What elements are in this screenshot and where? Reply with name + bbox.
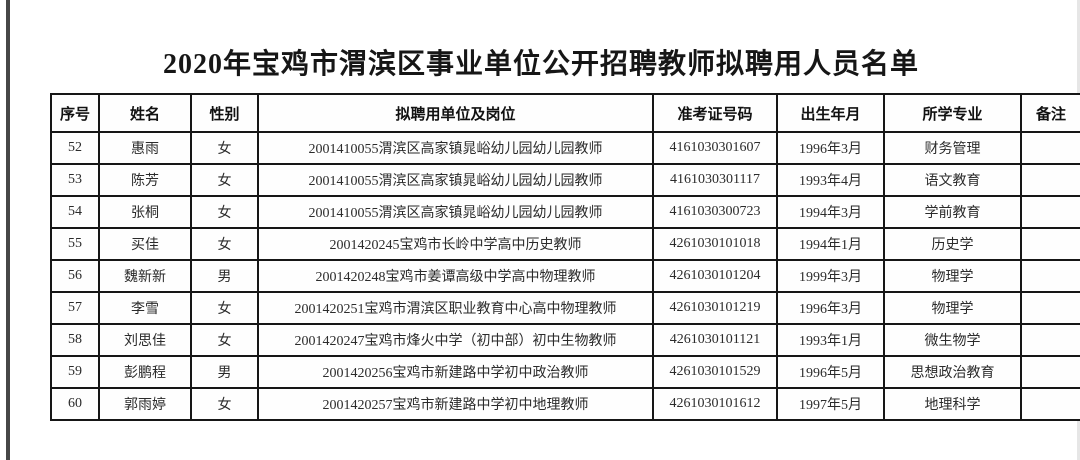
table-row: 59 彭鹏程男 2001420256宝鸡市新建路中学初中政治教师 4261030101… bbox=[50, 355, 1080, 389]
cell-remarks bbox=[1020, 131, 1080, 165]
cell-index: 52 bbox=[50, 131, 100, 165]
cell-major: 地理科学 bbox=[883, 387, 1022, 421]
cell-major: 物理学 bbox=[883, 291, 1022, 325]
cell-birth: 1996年3月 bbox=[776, 131, 885, 165]
cell-birth: 1994年3月 bbox=[776, 195, 885, 229]
column-header-ticket_no: 准考证号码 bbox=[652, 93, 778, 133]
cell-ticket_no: 4161030301117 bbox=[652, 163, 778, 197]
cell-unit_position: 2001410055渭滨区高家镇晁峪幼儿园幼儿园教师 bbox=[257, 195, 654, 229]
cell-major: 语文教育 bbox=[883, 163, 1022, 197]
cell-index: 57 bbox=[50, 291, 100, 325]
column-header-birth: 出生年月 bbox=[776, 93, 885, 133]
cell-name: 陈芳 bbox=[98, 163, 192, 197]
cell-unit_position: 2001420257宝鸡市新建路中学初中地理教师 bbox=[257, 387, 654, 421]
cell-index: 59 bbox=[50, 355, 100, 389]
header-row: 序号 姓名 性别 拟聘用单位及岗位 准考证号码 出生年月 所学专业 备注 bbox=[50, 93, 1080, 133]
cell-gender: 女 bbox=[190, 291, 259, 325]
cell-gender: 女 bbox=[190, 323, 259, 357]
column-header-major: 所学专业 bbox=[883, 93, 1022, 133]
cell-remarks bbox=[1020, 355, 1080, 389]
cell-index: 60 bbox=[50, 387, 100, 421]
cell-gender: 女 bbox=[190, 227, 259, 261]
roster-table-body: 52 惠雨女 2001410055渭滨区高家镇晁峪幼儿园幼儿园教师 416103030… bbox=[50, 131, 1080, 421]
page-left-edge-line bbox=[6, 0, 10, 460]
cell-ticket_no: 4261030101204 bbox=[652, 259, 778, 293]
cell-birth: 1993年4月 bbox=[776, 163, 885, 197]
cell-gender: 女 bbox=[190, 163, 259, 197]
table-row: 58 刘思佳女 2001420247宝鸡市烽火中学（初中部）初中生物教师 426103… bbox=[50, 323, 1080, 357]
cell-major: 思想政治教育 bbox=[883, 355, 1022, 389]
cell-major: 物理学 bbox=[883, 259, 1022, 293]
column-header-gender: 性别 bbox=[190, 93, 259, 133]
cell-major: 财务管理 bbox=[883, 131, 1022, 165]
cell-name: 张桐 bbox=[98, 195, 192, 229]
column-header-unit_position: 拟聘用单位及岗位 bbox=[257, 93, 654, 133]
cell-birth: 1996年3月 bbox=[776, 291, 885, 325]
cell-unit_position: 2001420247宝鸡市烽火中学（初中部）初中生物教师 bbox=[257, 323, 654, 357]
column-header-index: 序号 bbox=[50, 93, 100, 133]
cell-name: 郭雨婷 bbox=[98, 387, 192, 421]
cell-index: 53 bbox=[50, 163, 100, 197]
cell-birth: 1996年5月 bbox=[776, 355, 885, 389]
cell-remarks bbox=[1020, 259, 1080, 293]
page-title: 2020年宝鸡市渭滨区事业单位公开招聘教师拟聘用人员名单 bbox=[162, 49, 919, 80]
cell-major: 微生物学 bbox=[883, 323, 1022, 357]
cell-index: 55 bbox=[50, 227, 100, 261]
cell-name: 李雪 bbox=[98, 291, 192, 325]
cell-gender: 女 bbox=[190, 195, 259, 229]
cell-unit_position: 2001410055渭滨区高家镇晁峪幼儿园幼儿园教师 bbox=[257, 163, 654, 197]
table-row: 57 李雪女 2001420251宝鸡市渭滨区职业教育中心高中物理教师 4261030… bbox=[50, 291, 1080, 325]
table-row: 53 陈芳女 2001410055渭滨区高家镇晁峪幼儿园幼儿园教师 416103030… bbox=[50, 163, 1080, 197]
column-header-name: 姓名 bbox=[98, 93, 192, 133]
cell-birth: 1993年1月 bbox=[776, 323, 885, 357]
cell-name: 彭鹏程 bbox=[98, 355, 192, 389]
cell-index: 54 bbox=[50, 195, 100, 229]
cell-ticket_no: 4261030101612 bbox=[652, 387, 778, 421]
cell-name: 买佳 bbox=[98, 227, 192, 261]
table-row: 55 买佳女 2001420245宝鸡市长岭中学高中历史教师 426103010101… bbox=[50, 227, 1080, 261]
cell-gender: 女 bbox=[190, 387, 259, 421]
cell-unit_position: 2001420251宝鸡市渭滨区职业教育中心高中物理教师 bbox=[257, 291, 654, 325]
cell-remarks bbox=[1020, 291, 1080, 325]
cell-remarks bbox=[1020, 387, 1080, 421]
cell-remarks bbox=[1020, 195, 1080, 229]
cell-unit_position: 2001420256宝鸡市新建路中学初中政治教师 bbox=[257, 355, 654, 389]
cell-gender: 男 bbox=[190, 355, 259, 389]
cell-unit_position: 2001420248宝鸡市姜谭高级中学高中物理教师 bbox=[257, 259, 654, 293]
cell-unit_position: 2001410055渭滨区高家镇晁峪幼儿园幼儿园教师 bbox=[257, 131, 654, 165]
cell-gender: 男 bbox=[190, 259, 259, 293]
table-row: 54 张桐女 2001410055渭滨区高家镇晁峪幼儿园幼儿园教师 416103030… bbox=[50, 195, 1080, 229]
column-header-remarks: 备注 bbox=[1020, 93, 1080, 133]
cell-remarks bbox=[1020, 227, 1080, 261]
cell-ticket_no: 4161030301607 bbox=[652, 131, 778, 165]
cell-major: 学前教育 bbox=[883, 195, 1022, 229]
cell-index: 56 bbox=[50, 259, 100, 293]
table-row: 60 郭雨婷女 2001420257宝鸡市新建路中学初中地理教师 4261030101… bbox=[50, 387, 1080, 421]
cell-birth: 1999年3月 bbox=[776, 259, 885, 293]
cell-name: 惠雨 bbox=[98, 131, 192, 165]
cell-name: 刘思佳 bbox=[98, 323, 192, 357]
table-row: 56 魏新新男 2001420248宝鸡市姜谭高级中学高中物理教师 426103010… bbox=[50, 259, 1080, 293]
table-row: 52 惠雨女 2001410055渭滨区高家镇晁峪幼儿园幼儿园教师 416103030… bbox=[50, 131, 1080, 165]
roster-table: 序号 姓名 性别 拟聘用单位及岗位 准考证号码 出生年月 所学专业 备注 52 惠雨女 20014… bbox=[50, 93, 1080, 421]
cell-gender: 女 bbox=[190, 131, 259, 165]
cell-ticket_no: 4261030101121 bbox=[652, 323, 778, 357]
cell-index: 58 bbox=[50, 323, 100, 357]
roster-table-header: 序号 姓名 性别 拟聘用单位及岗位 准考证号码 出生年月 所学专业 备注 bbox=[50, 93, 1080, 133]
cell-major: 历史学 bbox=[883, 227, 1022, 261]
cell-unit_position: 2001420245宝鸡市长岭中学高中历史教师 bbox=[257, 227, 654, 261]
cell-ticket_no: 4261030101018 bbox=[652, 227, 778, 261]
cell-ticket_no: 4261030101219 bbox=[652, 291, 778, 325]
cell-remarks bbox=[1020, 323, 1080, 357]
cell-ticket_no: 4261030101529 bbox=[652, 355, 778, 389]
cell-name: 魏新新 bbox=[98, 259, 192, 293]
cell-ticket_no: 4161030300723 bbox=[652, 195, 778, 229]
cell-remarks bbox=[1020, 163, 1080, 197]
cell-birth: 1994年1月 bbox=[776, 227, 885, 261]
cell-birth: 1997年5月 bbox=[776, 387, 885, 421]
